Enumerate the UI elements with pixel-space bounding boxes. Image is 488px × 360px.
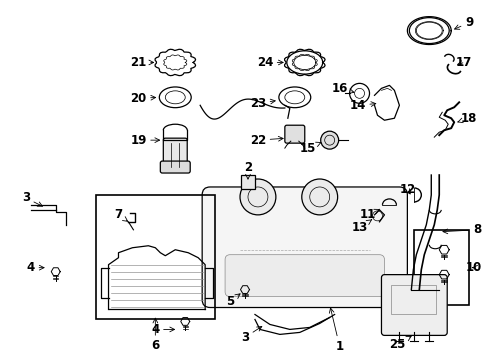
Text: 15: 15 <box>299 141 320 155</box>
Text: 23: 23 <box>249 97 275 110</box>
FancyBboxPatch shape <box>202 187 407 307</box>
Text: 13: 13 <box>351 220 371 234</box>
Text: 2: 2 <box>244 161 251 179</box>
Text: 14: 14 <box>348 99 375 112</box>
Text: 4: 4 <box>27 261 44 274</box>
Text: 4: 4 <box>151 323 174 336</box>
Text: 3: 3 <box>241 327 261 344</box>
Text: 5: 5 <box>225 294 240 308</box>
Text: 12: 12 <box>398 184 415 197</box>
Text: 16: 16 <box>331 82 353 95</box>
Circle shape <box>301 179 337 215</box>
Text: 11: 11 <box>359 208 379 221</box>
Text: 6: 6 <box>151 318 159 352</box>
Text: 25: 25 <box>388 336 410 351</box>
Bar <box>413 230 468 305</box>
FancyBboxPatch shape <box>285 125 304 143</box>
Text: 10: 10 <box>465 261 481 274</box>
FancyBboxPatch shape <box>160 161 190 173</box>
FancyBboxPatch shape <box>163 138 187 170</box>
Circle shape <box>240 179 275 215</box>
Text: 9: 9 <box>454 16 472 29</box>
FancyBboxPatch shape <box>381 275 447 336</box>
Bar <box>390 285 435 315</box>
Text: 3: 3 <box>22 192 42 206</box>
Text: 20: 20 <box>130 92 155 105</box>
Text: 24: 24 <box>256 56 283 69</box>
Text: 22: 22 <box>249 134 283 147</box>
Text: 8: 8 <box>442 223 480 236</box>
Text: 1: 1 <box>328 308 343 353</box>
Bar <box>95 195 215 319</box>
Text: 18: 18 <box>457 112 476 125</box>
Text: 21: 21 <box>130 56 153 69</box>
Circle shape <box>320 131 338 149</box>
Text: 19: 19 <box>130 134 159 147</box>
Text: 17: 17 <box>455 56 471 69</box>
FancyBboxPatch shape <box>224 255 384 297</box>
Text: 7: 7 <box>114 208 127 221</box>
